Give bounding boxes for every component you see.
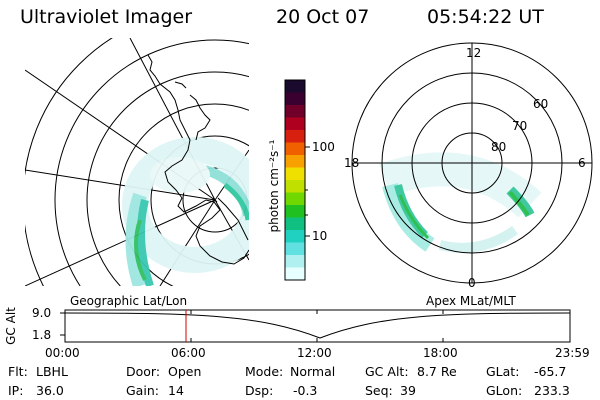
colorbar-stripe [285,105,305,118]
glon-label: GLon: [486,383,523,398]
dsp-label: Dsp: [245,383,274,398]
apex-panel-label: Apex MLat/MLT [426,294,516,308]
gcalt-label: GC Alt: [365,364,409,379]
time-tick-1200: 12:00 [297,346,332,360]
colorbar-stripe [285,92,305,106]
mlt-label-18: 18 [344,156,360,170]
time-tick-0000: 00:00 [45,346,80,360]
colorbar-tick-10: 10 [312,229,328,243]
seq-label: Seq: [365,383,393,398]
colorbar-stripe [285,167,305,181]
colorbar-stripe [285,230,305,243]
colorbar-stripe [285,192,305,206]
geographic-map [25,38,249,286]
time-tick-2359: 23:59 [555,346,590,360]
mlt-label-0: 0 [468,276,476,290]
colorbar-stripe [285,155,305,168]
glat-value: -65.7 [534,364,567,379]
colorbar-stripe [285,80,305,93]
time-tick-1800: 18:00 [423,346,458,360]
apex-map [351,42,593,284]
dsp-value: -0.3 [293,383,318,398]
colorbar-stripe [285,130,305,143]
colorbar-stripe [285,217,305,231]
glon-value: 233.3 [534,383,570,398]
time-tick-0600: 06:00 [171,346,206,360]
gain-value: 14 [168,383,184,398]
mode-value: Normal [290,364,336,379]
glat-label: GLat: [486,364,520,379]
observation-time: 05:54:22 UT [427,6,544,28]
colorbar-stripe [285,142,305,156]
colorbar-stripe [285,242,305,256]
altitude-plot [60,309,571,343]
gain-label: Gain: [126,383,159,398]
instrument-title: Ultraviolet Imager [20,6,193,28]
altitude-tick-9: 9.0 [32,306,52,320]
mlt-label-6: 6 [578,156,586,170]
colorbar-stripe [285,267,305,281]
colorbar-stripe [285,205,305,218]
mlat-label-70: 70 [512,119,528,133]
colorbar-unit-label: photon cm⁻²s⁻¹ [267,139,281,233]
flt-label: Flt: [8,364,28,379]
colorbar-stripe [285,117,305,131]
altitude-ylabel: GC Alt [4,307,18,345]
seq-value: 39 [400,383,416,398]
colorbar [284,79,310,281]
colorbar-stripe [285,180,305,193]
colorbar-stripe [285,255,305,268]
ip-value: 36.0 [36,383,64,398]
mlt-label-12: 12 [466,46,482,60]
flt-value: LBHL [36,364,68,379]
ip-label: IP: [8,383,24,398]
geographic-panel-label: Geographic Lat/Lon [70,294,188,308]
mlat-label-60: 60 [533,97,549,111]
mode-label: Mode: [245,364,284,379]
door-label: Door: [126,364,161,379]
mlat-label-80: 80 [491,140,507,154]
colorbar-tick-100: 100 [312,140,335,154]
altitude-tick-1-8: 1.8 [32,328,52,342]
observation-date: 20 Oct 07 [276,6,370,28]
gcalt-value: 8.7 Re [417,364,457,379]
door-value: Open [168,364,202,379]
